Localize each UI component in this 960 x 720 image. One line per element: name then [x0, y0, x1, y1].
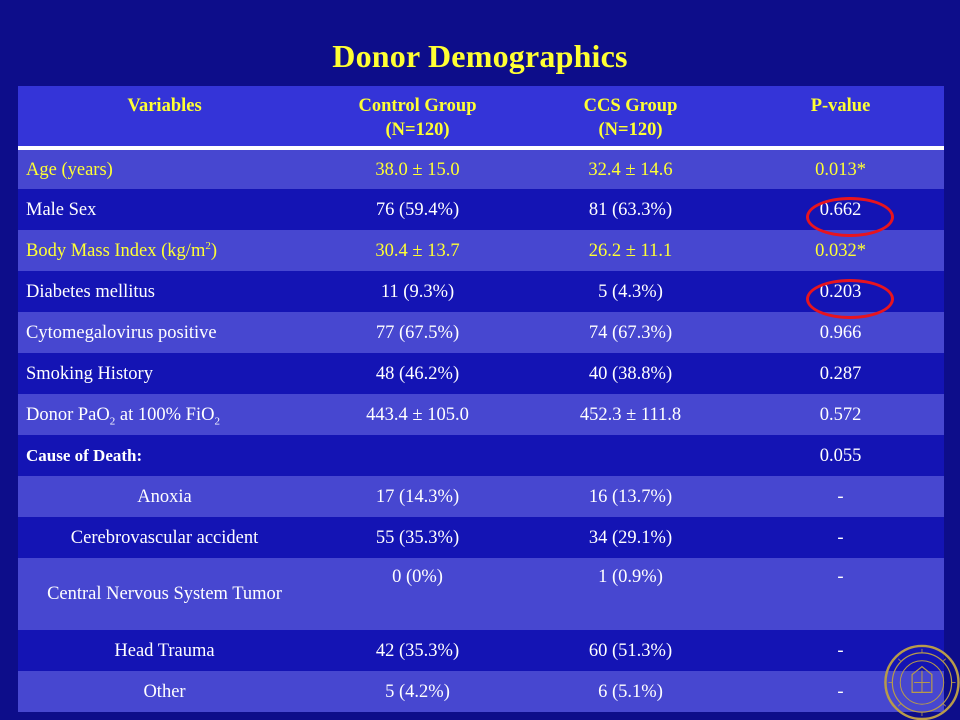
control-value: 30.4 ± 13.7 — [375, 240, 460, 261]
table-row: Smoking History 48 (46.2%) 40 (38.8%) 0.… — [18, 353, 944, 394]
control-value: 5 (4.2%) — [385, 681, 450, 702]
row-label: Cerebrovascular accident — [70, 527, 259, 548]
ccs-value: 26.2 ± 11.1 — [588, 240, 673, 261]
ccs-value: 5 (4.3%) — [598, 281, 663, 302]
table-row: Donor PaO2 at 100% FiO2 443.4 ± 105.0 45… — [18, 394, 944, 435]
university-seal-icon — [884, 644, 960, 720]
header-variables: Variables — [127, 96, 202, 116]
p-value: - — [837, 486, 844, 507]
demographics-table: Variables Control Group (N=120) CCS Group… — [18, 86, 944, 712]
control-value: 443.4 ± 105.0 — [366, 404, 469, 425]
ccs-value: 16 (13.7%) — [588, 486, 673, 507]
p-value: 0.032* — [815, 240, 866, 261]
control-value: 11 (9.3%) — [380, 281, 455, 302]
row-label: Body Mass Index (kg/m2) — [26, 239, 218, 261]
control-value: 17 (14.3%) — [375, 486, 460, 507]
ccs-value — [524, 435, 737, 476]
p-value: - — [837, 527, 844, 548]
table-row: Cytomegalovirus positive 77 (67.5%) 74 (… — [18, 312, 944, 353]
ccs-value: 74 (67.3%) — [588, 322, 673, 343]
row-label: Cause of Death: — [26, 445, 143, 465]
row-label: Central Nervous System Tumor — [47, 584, 282, 604]
table-row: Male Sex 76 (59.4%) 81 (63.3%) 0.662 — [18, 189, 944, 230]
row-label: Anoxia — [137, 486, 192, 507]
control-value: 77 (67.5%) — [375, 322, 460, 343]
table-row: Head Trauma 42 (35.3%) 60 (51.3%) - — [18, 630, 944, 671]
row-label: Age (years) — [26, 159, 113, 180]
control-value: 38.0 ± 15.0 — [375, 159, 460, 180]
control-value: 48 (46.2%) — [375, 363, 460, 384]
row-label: Diabetes mellitus — [26, 281, 155, 302]
ccs-value: 81 (63.3%) — [588, 199, 673, 220]
table-row: Cause of Death: 0.055 — [18, 435, 944, 476]
row-label: Cytomegalovirus positive — [26, 322, 217, 343]
control-value: 55 (35.3%) — [375, 527, 460, 548]
table-row: Diabetes mellitus 11 (9.3%) 5 (4.3%) 0.2… — [18, 271, 944, 312]
table-row: Central Nervous System Tumor 0 (0%) 1 (0… — [18, 558, 944, 630]
p-value: - — [837, 681, 844, 702]
highlight-circle-diabetes — [806, 279, 894, 319]
control-value: 42 (35.3%) — [375, 640, 460, 661]
header-control-group: Control Group (N=120) — [358, 96, 477, 140]
p-value: 0.572 — [819, 404, 862, 425]
header-ccs-group: CCS Group (N=120) — [583, 96, 678, 140]
row-label: Head Trauma — [114, 640, 215, 661]
ccs-value: 32.4 ± 14.6 — [588, 159, 673, 180]
ccs-value: 60 (51.3%) — [588, 640, 673, 661]
header-pvalue: P-value — [810, 96, 871, 116]
ccs-value: 1 (0.9%) — [598, 567, 663, 587]
table-row: Age (years) 38.0 ± 15.0 32.4 ± 14.6 0.01… — [18, 148, 944, 189]
table-row: Cerebrovascular accident 55 (35.3%) 34 (… — [18, 517, 944, 558]
control-value: 0 (0%) — [392, 567, 443, 587]
slide-title: Donor Demographics — [332, 38, 628, 74]
row-label: Other — [143, 681, 186, 702]
p-value: - — [837, 567, 844, 587]
ccs-value: 452.3 ± 111.8 — [579, 404, 682, 425]
control-value — [311, 435, 524, 476]
highlight-circle-male-sex — [806, 197, 894, 237]
p-value: - — [837, 640, 844, 661]
table-row: Anoxia 17 (14.3%) 16 (13.7%) - — [18, 476, 944, 517]
p-value: 0.055 — [819, 445, 862, 466]
ccs-value: 34 (29.1%) — [588, 527, 673, 548]
p-value: 0.287 — [819, 363, 862, 384]
row-label: Male Sex — [26, 199, 97, 220]
table-header-row: Variables Control Group (N=120) CCS Group… — [18, 86, 944, 148]
p-value: 0.013* — [815, 159, 866, 180]
ccs-value: 6 (5.1%) — [598, 681, 663, 702]
row-label: Donor PaO2 at 100% FiO2 — [26, 404, 220, 428]
row-label: Smoking History — [26, 363, 153, 384]
control-value: 76 (59.4%) — [375, 199, 460, 220]
table-row: Other 5 (4.2%) 6 (5.1%) - — [18, 671, 944, 712]
ccs-value: 40 (38.8%) — [588, 363, 673, 384]
p-value: 0.966 — [819, 322, 862, 343]
table-row: Body Mass Index (kg/m2) 30.4 ± 13.7 26.2… — [18, 230, 944, 271]
